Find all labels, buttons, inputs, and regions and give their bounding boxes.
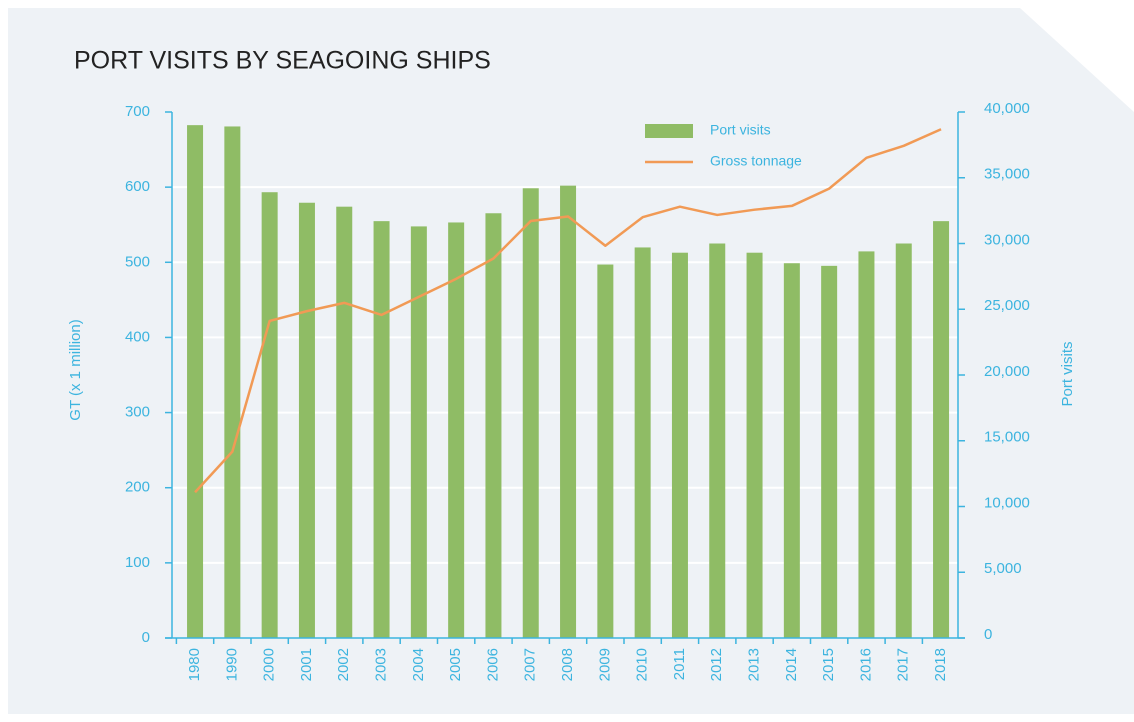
y-tick-label: 500 xyxy=(125,253,150,270)
y-tick-label: 0 xyxy=(142,629,150,646)
y-tick-label: 300 xyxy=(125,404,150,421)
bar xyxy=(671,252,688,638)
x-tick-label: 2016 xyxy=(857,648,874,681)
x-tick-label: 2005 xyxy=(447,648,464,681)
line xyxy=(194,128,942,494)
bar xyxy=(336,206,353,638)
x-tick-label: 2001 xyxy=(298,648,315,681)
bar xyxy=(634,247,651,638)
bar xyxy=(410,226,427,638)
y-tick-label: 100 xyxy=(125,554,150,571)
y2-tick-label: 35,000 xyxy=(984,166,1030,183)
bar xyxy=(783,263,800,638)
y2-tick-label: 30,000 xyxy=(984,231,1030,248)
x-tick-label: 2010 xyxy=(634,648,651,681)
bar xyxy=(485,213,502,638)
bar xyxy=(821,265,838,638)
bar xyxy=(858,251,875,638)
bar xyxy=(448,222,465,638)
x-tick-label: 2008 xyxy=(559,648,576,681)
y-tick-label: 200 xyxy=(125,479,150,496)
y2-tick-label: 10,000 xyxy=(984,494,1030,511)
x-tick-label: 2012 xyxy=(708,648,725,681)
x-tick-label: 2009 xyxy=(596,648,613,681)
bar xyxy=(522,188,539,638)
x-tick-label: 2013 xyxy=(746,648,763,681)
bar xyxy=(709,243,726,638)
y2-tick-label: 40,000 xyxy=(984,100,1030,117)
bar xyxy=(298,202,315,639)
y-tick-label: 700 xyxy=(125,103,150,120)
x-tick-label: 2002 xyxy=(335,648,352,681)
x-tick-label: 2014 xyxy=(783,648,800,681)
legend-label: Gross tonnage xyxy=(710,153,802,169)
y-axis-label: GT (x 1 million) xyxy=(67,319,84,420)
bar xyxy=(560,185,577,638)
y-tick-label: 400 xyxy=(125,328,150,345)
bar xyxy=(187,125,204,638)
legend-swatch xyxy=(645,124,693,138)
x-tick-label: 2000 xyxy=(261,648,278,681)
x-tick-label: 2015 xyxy=(820,648,837,681)
x-tick-label: 1990 xyxy=(223,648,240,681)
x-tick-label: 2007 xyxy=(522,648,539,681)
bar xyxy=(895,243,912,638)
y2-tick-label: 20,000 xyxy=(984,363,1030,380)
bar xyxy=(224,126,241,638)
y2-axis-label: Port visits xyxy=(1059,341,1076,406)
x-tick-label: 2004 xyxy=(410,648,427,681)
x-tick-label: 2006 xyxy=(484,648,501,681)
x-tick-label: 2003 xyxy=(373,648,390,681)
x-tick-label: 2018 xyxy=(932,648,949,681)
y2-tick-label: 0 xyxy=(984,626,992,643)
bar xyxy=(933,221,950,638)
x-tick-label: 1980 xyxy=(186,648,203,681)
y2-tick-label: 25,000 xyxy=(984,297,1030,314)
y2-tick-label: 15,000 xyxy=(984,429,1030,446)
y-tick-label: 600 xyxy=(125,178,150,195)
legend-label: Port visits xyxy=(710,122,771,138)
bar xyxy=(746,252,763,638)
bar xyxy=(373,221,390,638)
x-tick-label: 2011 xyxy=(671,648,688,680)
bar xyxy=(261,192,278,638)
y2-tick-label: 5,000 xyxy=(984,560,1022,577)
bar xyxy=(597,264,614,638)
chart-title: PORT VISITS BY SEAGOING SHIPS xyxy=(74,47,491,75)
x-tick-label: 2017 xyxy=(895,648,912,681)
